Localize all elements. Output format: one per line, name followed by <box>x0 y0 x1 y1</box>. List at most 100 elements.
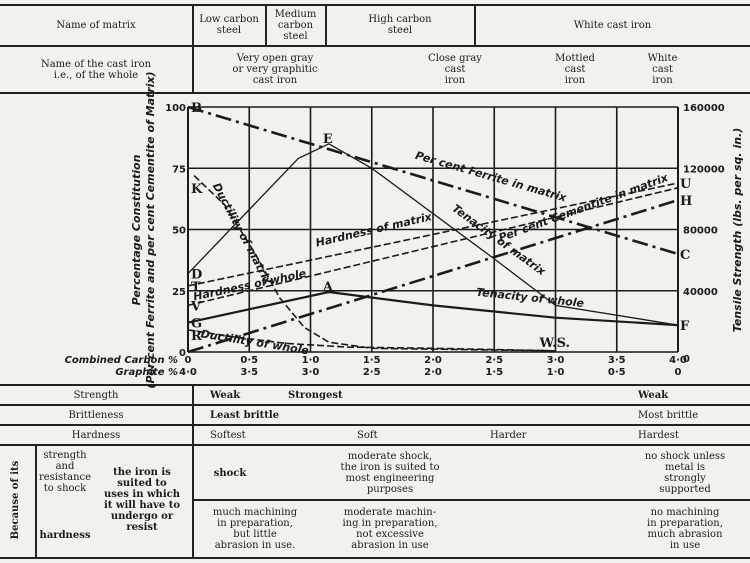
strength-weak-left: Weak <box>210 389 241 401</box>
point-label-d: D <box>191 268 202 283</box>
iron-very-open-gray: Very open gray or very graphitic cast ir… <box>232 53 318 86</box>
y-tick-label-right: 160000 <box>683 103 725 114</box>
y-tick-label-left: 75 <box>172 164 186 175</box>
x-axis-label-carbon: Combined Carbon % <box>65 355 178 366</box>
much-machining-text: much machining in preparation, but littl… <box>212 507 298 551</box>
point-label-c: C <box>680 248 690 263</box>
iron-close-gray: Close gray cast iron <box>428 53 482 86</box>
rule <box>0 424 750 426</box>
y-axis-label-left-line1: Percentage Constitution <box>130 154 143 305</box>
point-label-t: T <box>191 280 201 295</box>
x-tick-label-carbon: 1·0 <box>302 355 320 366</box>
y-axis-label-left-line2: (Per cent Ferrite and per cent Cementite… <box>144 71 157 388</box>
matrix-low-carbon-steel: Low carbon steel <box>199 14 259 36</box>
rule <box>192 384 194 558</box>
matrix-high-carbon-steel: High carbon steel <box>368 14 432 36</box>
point-label-f: F <box>680 319 690 334</box>
x-tick-label-carbon: 3·5 <box>608 355 626 366</box>
rule <box>265 4 267 46</box>
point-label-v: V <box>190 299 202 314</box>
suited-uses-text: the iron is suited to uses in which it w… <box>103 467 181 533</box>
rule <box>0 45 750 47</box>
x-tick-label-graphite: 3·0 <box>302 367 320 378</box>
y-tick-label-left: 25 <box>172 287 186 298</box>
no-shock-text: no shock unless metal is strongly suppor… <box>644 451 726 495</box>
strength-strongest: Strongest <box>288 389 343 401</box>
strength-resistance-label: strength and resistance to shock <box>38 450 92 494</box>
rule <box>35 444 37 558</box>
rule <box>0 557 750 559</box>
y-tick-label-right: 120000 <box>683 164 725 175</box>
rule <box>193 499 750 501</box>
x-tick-label-carbon: 2·5 <box>485 355 503 366</box>
x-tick-label-graphite: 2·5 <box>363 367 381 378</box>
point-label-u: U <box>680 177 692 192</box>
x-tick-label-carbon: 2·0 <box>424 355 442 366</box>
series-line-hardness-of-matrix <box>187 182 679 287</box>
y-axis-label-left: Percentage Constitution (Per cent Ferrite… <box>130 71 157 388</box>
series-line-per-cent-ferrite-in-matrix <box>187 105 679 256</box>
point-label-h: H <box>680 194 692 209</box>
moderate-shock-text: moderate shock, the iron is suited to mo… <box>340 451 440 495</box>
rule <box>0 404 750 406</box>
x-tick-label-carbon: 1·5 <box>363 355 381 366</box>
point-label-k: K <box>191 182 203 197</box>
series-line-tenacity-of-matrix <box>187 143 679 326</box>
y-tick-label-left: 50 <box>172 226 186 237</box>
y-tick-label-left: 0 <box>179 348 186 359</box>
x-tick-label-carbon: 3·0 <box>547 355 565 366</box>
x-axis-label-graphite: Graphite % <box>115 367 178 378</box>
point-label-a: A <box>322 280 334 295</box>
strength-label: Strength <box>73 389 119 401</box>
hardness-softest: Softest <box>210 429 246 441</box>
x-tick-label-carbon: 0·5 <box>240 355 258 366</box>
point-label-e: E <box>323 132 333 147</box>
hardness-sub-label: hardness <box>39 529 91 541</box>
y-tick-label-left: 100 <box>165 103 186 114</box>
point-label-r: R <box>191 329 202 344</box>
series-line-hardness-of-whole <box>187 187 679 307</box>
x-tick-label-graphite: 3·5 <box>240 367 258 378</box>
x-tick-label-graphite: 0 <box>675 367 682 378</box>
series-line-tenacity-of-whole <box>187 290 679 327</box>
rule <box>325 4 327 46</box>
point-label-b: B <box>191 101 202 116</box>
series-line-ductility-of-whole <box>187 329 556 352</box>
matrix-medium-carbon-steel: Medium carbon steel <box>274 8 317 42</box>
hardness-label: Hardness <box>71 429 121 441</box>
hardness-soft: Soft <box>357 429 378 441</box>
row-label-cast-iron: Name of the cast iron i.e., of the whole <box>40 58 152 81</box>
x-tick-label-graphite: 1·0 <box>547 367 565 378</box>
rule <box>192 4 194 94</box>
x-tick-label-graphite: 0·5 <box>608 367 626 378</box>
y-tick-label-right: 40000 <box>683 287 718 298</box>
moderate-machining-text: moderate machin- ing in preparation, not… <box>342 507 438 551</box>
y-tick-label-right: 0 <box>683 354 690 365</box>
hardness-hardest: Hardest <box>638 429 679 441</box>
series-label: Per cent Ferrite in matrix <box>414 149 569 205</box>
hardness-harder: Harder <box>490 429 527 441</box>
shock-text: shock <box>213 467 247 479</box>
y-tick-label-right: 80000 <box>683 226 718 237</box>
x-tick-label-graphite: 2·0 <box>424 367 442 378</box>
x-tick-label-carbon: 0 <box>185 355 192 366</box>
x-tick-label-graphite: 1·5 <box>485 367 503 378</box>
series-label: Ductility of matrix <box>210 181 275 288</box>
because-of-its-label: Because of its <box>9 460 21 540</box>
strength-weak-right: Weak <box>638 389 669 401</box>
rule <box>0 4 750 6</box>
rule <box>474 4 476 46</box>
series-label: Tenacity of whole <box>476 286 586 310</box>
y-axis-label-right: Tensile Strength (lbs. per sq. in.) <box>731 128 744 333</box>
brittleness-most: Most brittle <box>638 409 699 421</box>
no-machining-text: no machining in preparation, much abrasi… <box>647 507 723 551</box>
point-label-ws: W.S. <box>539 336 571 351</box>
row-label-matrix: Name of matrix <box>56 19 136 31</box>
matrix-white-cast-iron: White cast iron <box>573 19 652 31</box>
iron-white: White cast iron <box>647 53 678 86</box>
point-label-g: G <box>191 317 202 332</box>
rule <box>0 444 750 446</box>
rule <box>0 384 750 386</box>
